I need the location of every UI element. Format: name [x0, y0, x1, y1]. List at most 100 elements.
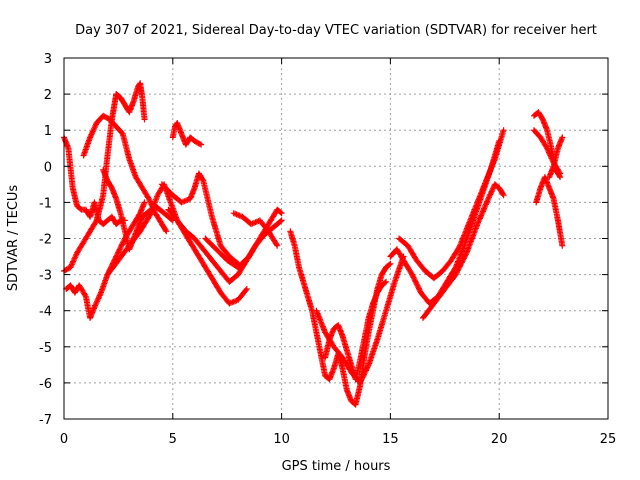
plus-marker-segment: [461, 218, 476, 249]
y-tick-label: 1: [44, 124, 52, 139]
plus-marker-segment: [139, 211, 149, 220]
plus-marker-segment: [463, 222, 480, 256]
plus-marker-segment: [115, 243, 132, 264]
plus-marker-segment: [117, 210, 128, 233]
x-tick-label: 10: [273, 432, 290, 447]
plus-marker-segment: [313, 307, 328, 334]
plus-marker-segment: [152, 210, 165, 226]
plus-marker-segment: [235, 287, 249, 303]
plus-marker-segment: [544, 127, 555, 150]
plus-marker-segment: [204, 195, 215, 219]
y-axis-label: SDTVAR / TECUs: [6, 185, 21, 292]
plus-marker-segment: [483, 157, 498, 184]
plus-marker-segment: [448, 244, 463, 264]
y-tick-label: 0: [44, 160, 52, 175]
plus-marker-segment: [304, 293, 315, 313]
plus-marker-segment: [139, 94, 148, 121]
plus-marker-segment: [383, 278, 389, 285]
plus-marker-segment: [452, 244, 467, 271]
y-axis-ticks: -7 -6 -5 -4 -3 -2 -1 0 1 2 3: [39, 52, 608, 428]
plus-marker-segment: [182, 231, 197, 251]
plus-marker-segment: [365, 338, 380, 368]
plus-marker-segment: [465, 200, 480, 228]
plus-marker-segment: [126, 229, 143, 249]
plus-marker-segment: [269, 218, 284, 231]
plus-marker-segment: [113, 123, 125, 136]
plus-marker-segment: [537, 134, 550, 150]
plus-marker-segment: [165, 213, 175, 223]
plus-marker-segment: [474, 197, 491, 228]
series-track: [113, 80, 148, 123]
plus-marker-segment: [161, 210, 171, 219]
plus-marker-segment: [80, 135, 93, 159]
plus-marker-segment: [113, 195, 124, 215]
plus-marker-segment: [383, 261, 393, 271]
plus-marker-segment: [300, 278, 311, 298]
series-track: [287, 228, 394, 408]
plus-marker-segment: [163, 228, 170, 235]
plus-marker-segment: [500, 192, 507, 199]
plus-marker-segment: [404, 242, 419, 262]
plus-marker-segment: [274, 206, 284, 216]
plus-marker-segment: [383, 280, 398, 314]
plus-marker-segment: [209, 213, 219, 233]
series-track: [533, 174, 566, 249]
plus-marker-segment: [87, 218, 99, 235]
series-track: [396, 127, 507, 282]
plus-marker-segment: [137, 211, 154, 235]
plus-marker-segment: [352, 385, 363, 408]
plus-marker-segment: [200, 246, 214, 262]
plus-marker-segment: [291, 242, 302, 269]
plus-marker-segment: [356, 338, 367, 365]
x-axis-label: GPS time / hours: [282, 459, 391, 474]
plus-marker-segment: [209, 257, 223, 273]
y-tick-label: -1: [39, 196, 52, 211]
plus-marker-segment: [117, 94, 128, 107]
plus-marker-segment: [400, 257, 415, 277]
plus-marker-segment: [374, 309, 389, 343]
plus-marker-segment: [387, 260, 394, 267]
plus-marker-segment: [74, 203, 84, 212]
plus-marker-segment: [141, 199, 148, 206]
plus-marker-segment: [361, 316, 372, 343]
plus-marker-segment: [226, 272, 240, 285]
y-tick-label: 2: [44, 88, 52, 103]
x-tick-label: 20: [491, 432, 508, 447]
series-track: [313, 253, 407, 386]
plus-marker-segment: [69, 185, 80, 208]
plus-marker-segment: [200, 260, 215, 280]
series-track: [387, 138, 503, 307]
plus-marker-segment: [356, 363, 371, 386]
plus-marker-segment: [113, 91, 123, 100]
plus-marker-segment: [61, 134, 71, 150]
plus-marker-segment: [430, 268, 445, 282]
x-tick-label: 0: [60, 432, 68, 447]
plus-marker-segment: [485, 182, 498, 202]
plus-marker-segment: [104, 177, 115, 190]
plus-marker-segment: [265, 228, 280, 248]
series-track: [531, 127, 564, 177]
plus-marker-segment: [198, 141, 205, 148]
plus-marker-segment: [165, 206, 180, 223]
plus-marker-segment: [339, 333, 350, 352]
plus-marker-segment: [420, 301, 436, 321]
y-tick-label: -5: [39, 341, 52, 356]
plus-marker-segment: [396, 235, 410, 248]
plus-marker-segment: [132, 174, 145, 190]
plus-marker-segment: [195, 170, 206, 183]
plus-marker-segment: [531, 127, 543, 140]
plus-marker-segment: [278, 217, 285, 224]
plus-marker-segment: [113, 236, 128, 260]
plus-marker-segment: [191, 246, 206, 266]
plus-marker-segment: [191, 235, 206, 252]
plus-marker-segment: [439, 258, 454, 274]
y-tick-label: -3: [39, 269, 52, 284]
y-tick-label: 3: [44, 52, 52, 67]
plus-marker-segment: [444, 265, 458, 285]
plus-marker-segment: [296, 264, 306, 284]
plus-marker-segment: [343, 347, 354, 367]
plus-marker-segment: [235, 254, 251, 271]
plus-marker-segment: [457, 222, 472, 249]
plus-marker-segment: [352, 359, 363, 383]
